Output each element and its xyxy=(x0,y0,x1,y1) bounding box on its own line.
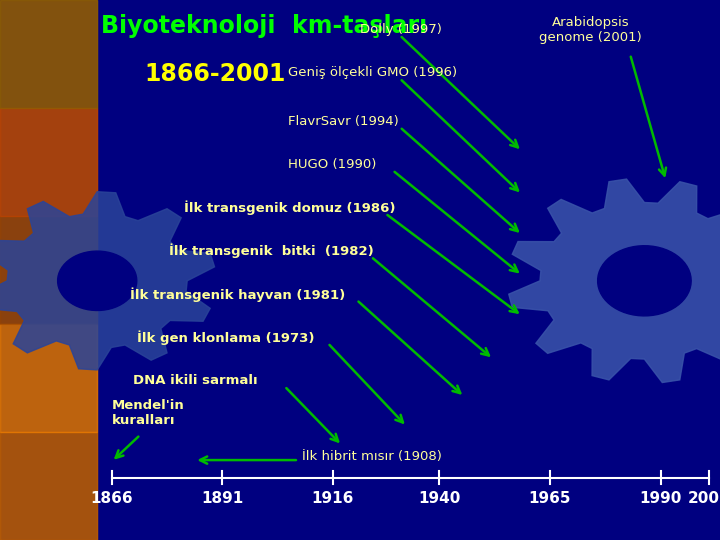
Bar xyxy=(0,0,97,108)
Text: İlk gen klonlama (1973): İlk gen klonlama (1973) xyxy=(137,330,315,345)
Polygon shape xyxy=(58,251,137,310)
Text: 1866: 1866 xyxy=(90,491,133,507)
Text: 1965: 1965 xyxy=(528,491,571,507)
Text: 1916: 1916 xyxy=(312,491,354,507)
Polygon shape xyxy=(598,246,691,316)
Bar xyxy=(0,0,97,540)
Text: Mendel'in
kuralları: Mendel'in kuralları xyxy=(112,399,184,427)
Bar xyxy=(0,216,97,324)
Text: 1990: 1990 xyxy=(639,491,682,507)
Text: HUGO (1990): HUGO (1990) xyxy=(288,158,377,171)
Text: Dolly (1997): Dolly (1997) xyxy=(360,23,442,36)
Bar xyxy=(0,324,97,432)
Bar xyxy=(0,432,97,540)
Text: DNA ikili sarmalı: DNA ikili sarmalı xyxy=(133,374,258,387)
Text: 2001: 2001 xyxy=(688,491,720,507)
Text: Arabidopsis
genome (2001): Arabidopsis genome (2001) xyxy=(539,16,642,44)
Bar xyxy=(0,108,97,216)
Text: Geniş ölçekli GMO (1996): Geniş ölçekli GMO (1996) xyxy=(288,66,457,79)
Text: 1866-2001: 1866-2001 xyxy=(144,62,285,86)
Text: 1940: 1940 xyxy=(418,491,460,507)
Text: İlk hibrit mısır (1908): İlk hibrit mısır (1908) xyxy=(302,450,442,463)
Polygon shape xyxy=(509,179,720,382)
Text: FlavrSavr (1994): FlavrSavr (1994) xyxy=(288,115,399,128)
Text: İlk transgenik domuz (1986): İlk transgenik domuz (1986) xyxy=(184,201,395,215)
Polygon shape xyxy=(0,192,215,370)
Text: Biyoteknoloji  km-taşları: Biyoteknoloji km-taşları xyxy=(101,14,427,37)
Text: İlk transgenik  bitki  (1982): İlk transgenik bitki (1982) xyxy=(169,244,374,258)
Text: İlk transgenik hayvan (1981): İlk transgenik hayvan (1981) xyxy=(130,287,345,301)
Text: 1891: 1891 xyxy=(201,491,243,507)
